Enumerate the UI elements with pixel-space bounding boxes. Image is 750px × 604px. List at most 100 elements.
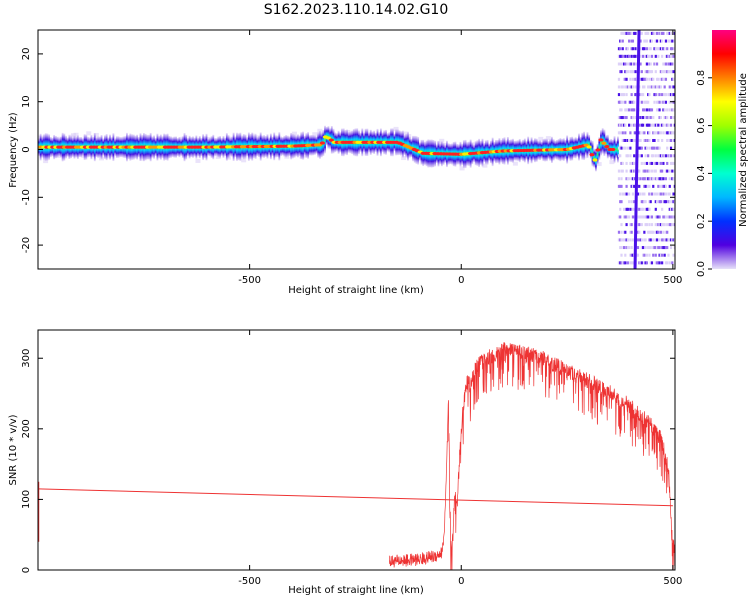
noise-cell (645, 108, 648, 112)
noise-cell (666, 230, 669, 234)
noise-cell (619, 184, 622, 188)
noise-cell (655, 85, 659, 89)
noise-cell (640, 215, 643, 219)
noise-cell (631, 62, 635, 66)
noise-cell (640, 77, 643, 81)
noise-cell (631, 253, 635, 257)
noise-cell (636, 207, 640, 211)
spectral-peak-cell (319, 141, 326, 145)
noise-cell (667, 31, 670, 35)
noise-cell (638, 154, 641, 158)
noise-cell (644, 215, 647, 219)
noise-cell (659, 154, 662, 158)
noise-cell (671, 161, 674, 165)
noise-cell (658, 215, 661, 219)
noise-cell (647, 85, 650, 89)
y-tick-label: -10 (21, 189, 32, 205)
noise-cell (657, 100, 660, 104)
noise-cell (659, 169, 662, 173)
noise-cell (638, 123, 641, 127)
noise-cell (641, 253, 645, 257)
noise-cell (663, 47, 666, 51)
noise-cell (640, 161, 643, 165)
noise-cell (630, 253, 633, 257)
noise-cell (663, 154, 666, 158)
noise-cell (663, 70, 666, 74)
noise-cell (648, 192, 651, 196)
noise-cell (645, 77, 648, 81)
noise-cell (662, 192, 665, 196)
noise-cell (621, 123, 624, 127)
noise-cell (671, 169, 674, 173)
noise-cell (673, 138, 675, 142)
noise-cell (629, 100, 632, 104)
noise-cell (640, 261, 643, 265)
x-tick-label: -500 (238, 576, 261, 587)
noise-cell (622, 24, 624, 27)
colorbar-tick-label: 0.0 (696, 261, 707, 277)
noise-cell (630, 200, 633, 204)
noise-cell (617, 85, 621, 89)
spectral-peak-cell (589, 153, 595, 157)
noise-cell (620, 161, 623, 165)
noise-cell (649, 261, 652, 265)
noise-cell (667, 54, 670, 58)
noise-cell (620, 261, 623, 265)
noise-cell (663, 116, 666, 120)
noise-cell (662, 215, 665, 219)
noise-cell (661, 31, 664, 35)
noise-cell (626, 54, 629, 58)
noise-cell (673, 100, 675, 104)
noise-cell (634, 138, 637, 142)
noise-cell (650, 31, 654, 35)
noise-cell (630, 230, 633, 234)
noise-cell (661, 253, 664, 257)
noise-cell (654, 169, 657, 173)
noise-cell (649, 116, 652, 120)
noise-cell (653, 100, 656, 104)
noise-cell (643, 253, 646, 257)
noise-cell (645, 123, 648, 127)
noise-cell (673, 215, 675, 219)
snr-frame (37, 329, 676, 571)
noise-cell (670, 24, 672, 27)
noise-cell (641, 192, 645, 196)
noise-cell (641, 246, 645, 250)
noise-cell (622, 238, 626, 242)
noise-cell (633, 169, 636, 173)
noise-cell (617, 62, 621, 66)
noise-cell (649, 215, 652, 219)
noise-cell (648, 223, 651, 227)
noise-cell (626, 238, 629, 242)
noise-cell (647, 131, 650, 135)
noise-cell (617, 54, 621, 58)
noise-cell (663, 108, 666, 112)
noise-cell (626, 62, 629, 66)
noise-cell (647, 230, 650, 234)
noise-cell (648, 93, 651, 97)
noise-cell (666, 108, 669, 112)
noise-cell (650, 108, 654, 112)
noise-cell (650, 230, 654, 234)
noise-cell (664, 39, 668, 43)
noise-cell (653, 192, 656, 196)
noise-cell (629, 253, 632, 257)
spectral-halo-cell (195, 158, 201, 163)
noise-cell (638, 207, 641, 211)
noise-cell (663, 200, 666, 204)
spectral-halo-cell (241, 158, 247, 163)
noise-cell (621, 85, 624, 89)
noise-cell (655, 123, 659, 127)
noise-cell (620, 100, 623, 104)
noise-cell (658, 200, 661, 204)
noise-cell (619, 154, 622, 158)
noise-cell (649, 108, 652, 112)
noise-cell (644, 169, 647, 173)
noise-cell (644, 100, 647, 104)
noise-cell (644, 54, 647, 58)
noise-cell (644, 223, 647, 227)
spectral-halo-cell (512, 161, 518, 166)
noise-cell (634, 116, 637, 120)
spectral-halo-cell (291, 131, 297, 136)
noise-cell (641, 177, 645, 181)
